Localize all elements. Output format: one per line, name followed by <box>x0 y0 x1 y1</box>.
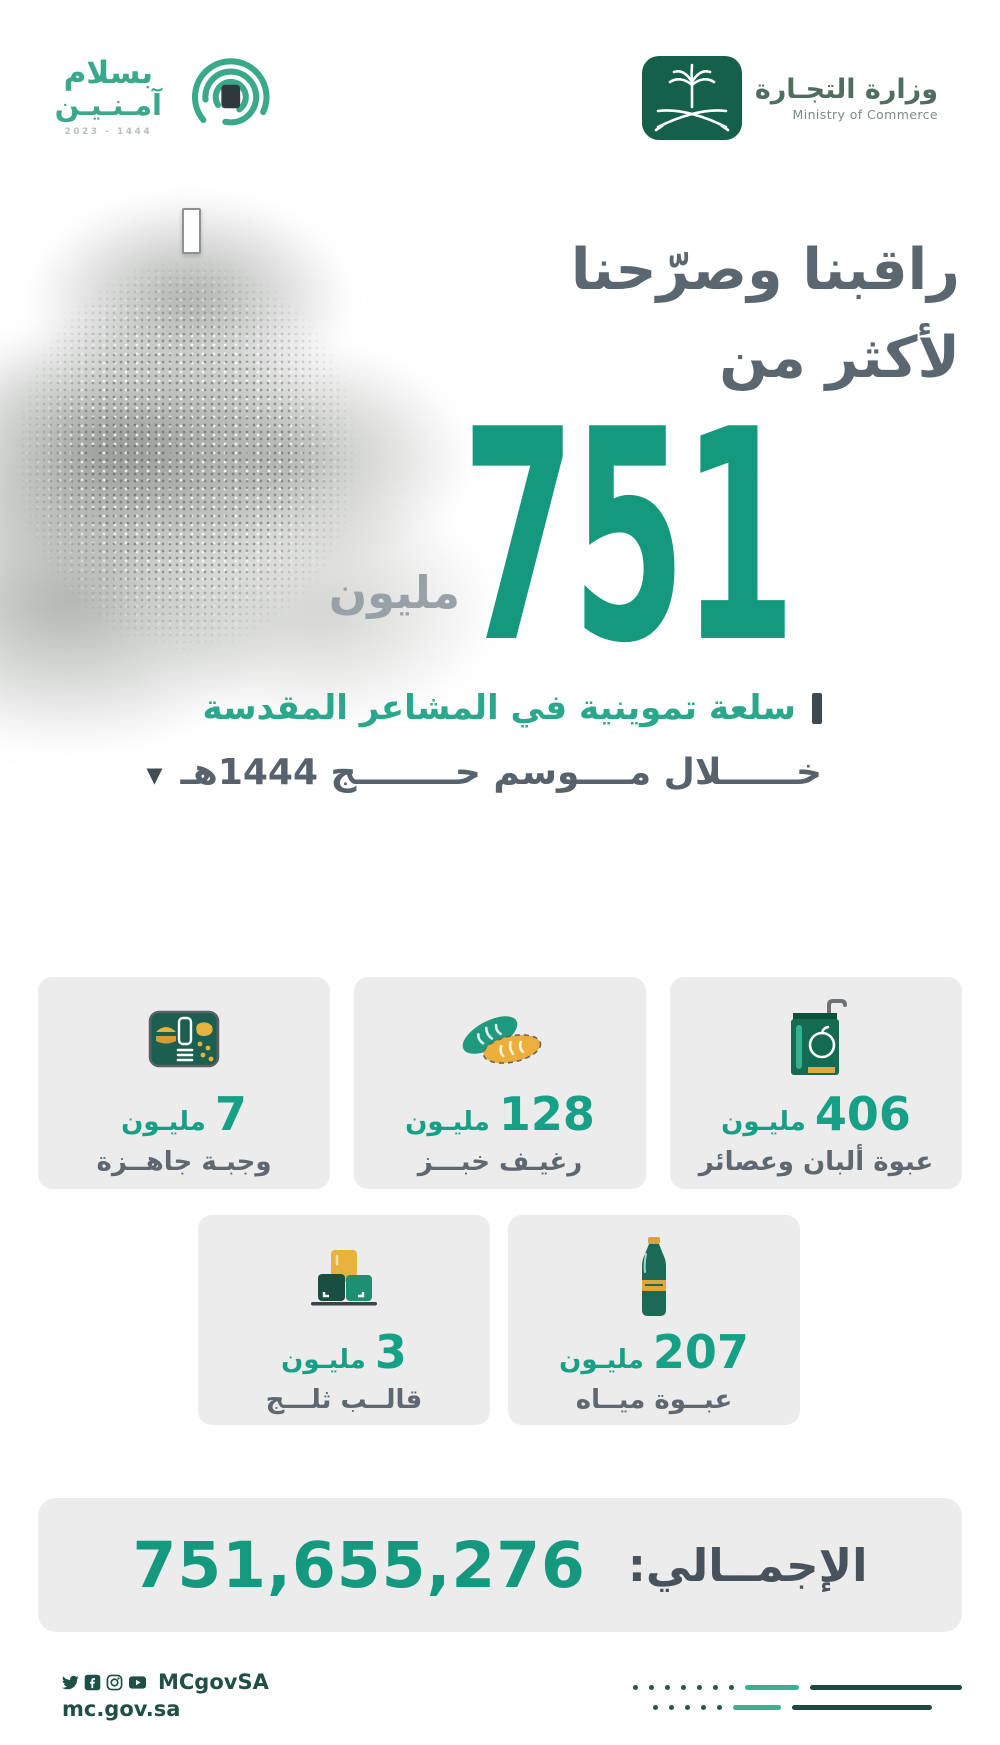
stat-card-dairy-juice: 406مليـون عبوة ألبان وعصائر <box>670 977 962 1189</box>
saudi-palm-swords-icon <box>641 56 742 140</box>
stat-label: رغيـف خبـــز <box>417 1147 583 1177</box>
stat-value: 406 <box>814 1087 911 1141</box>
footer-contact: MCgovSA mc.gov.sa <box>62 1670 269 1721</box>
stat-value: 207 <box>652 1325 749 1379</box>
total-value: 751,655,276 <box>132 1528 586 1602</box>
deco-dot <box>649 1684 654 1690</box>
youtube-icon <box>129 1675 146 1689</box>
stat-unit: مليـون <box>559 1345 644 1375</box>
deco-dot <box>729 1684 734 1690</box>
deco-dot <box>633 1684 638 1690</box>
stat-label: عبــوة ميــاه <box>575 1385 733 1415</box>
headline-line2: لأكثر من <box>719 325 960 392</box>
stat-number: 7مليـون <box>48 1091 320 1137</box>
triangle-down-icon: ▼ <box>146 763 163 787</box>
deco-dot <box>697 1684 702 1690</box>
ministry-of-commerce-logo: وزارة التجـارة Ministry of Commerce <box>641 55 938 141</box>
ready-meal-icon <box>48 993 320 1085</box>
deco-dot <box>713 1684 718 1690</box>
big-number-unit: مليون <box>328 566 460 619</box>
decoration-row <box>633 1684 962 1690</box>
twitter-icon <box>62 1675 79 1689</box>
deco-dot <box>685 1704 690 1710</box>
footer-decoration <box>633 1684 962 1710</box>
deco-dot <box>665 1684 670 1690</box>
stat-value: 128 <box>498 1087 595 1141</box>
deco-dash-green <box>745 1684 799 1690</box>
photo-mountain-blob <box>0 130 512 756</box>
instagram-icon <box>106 1674 123 1690</box>
stat-card-bread: 128مليـون رغيـف خبـــز <box>354 977 646 1189</box>
website-url: mc.gov.sa <box>62 1697 181 1721</box>
ministry-name-arabic: وزارة التجـارة <box>754 74 938 106</box>
deco-dot <box>681 1684 686 1690</box>
juice-box-icon <box>680 993 952 1085</box>
ice-block-icon <box>208 1231 480 1323</box>
stat-value: 7 <box>214 1087 247 1141</box>
headline: راقبنا وصرّحنا لأكثر من <box>571 226 960 403</box>
total-label: الإجمــالي: <box>627 1538 868 1592</box>
subtitle-accent-bar <box>812 692 822 724</box>
water-bottle-icon <box>518 1231 790 1323</box>
deco-dot <box>653 1704 658 1710</box>
deco-dash-green <box>733 1704 781 1710</box>
big-number: 751 <box>461 367 796 708</box>
stat-unit: مليـون <box>121 1107 206 1137</box>
stat-card-ice: 3مليـون قالــب ثلـــج <box>198 1215 490 1425</box>
facebook-icon <box>84 1674 101 1690</box>
deco-dash-dark <box>792 1704 932 1710</box>
arafat-obelisk <box>182 208 201 254</box>
deco-dot <box>701 1704 706 1710</box>
stat-value: 3 <box>374 1325 407 1379</box>
stat-card-ready-meals: 7مليـون وجبـة جاهــزة <box>38 977 330 1189</box>
stat-number: 406مليـون <box>680 1091 952 1137</box>
season-text: خــــــلال مــــوسم حــــــــج 1444هـ <box>180 752 822 793</box>
ministry-name-english: Ministry of Commerce <box>792 106 938 122</box>
stat-number: 128مليـون <box>364 1091 636 1137</box>
subtitle-row: سلعة تموينية في المشاعر المقدسة <box>202 688 822 728</box>
deco-dash-dark <box>810 1684 962 1690</box>
social-handle: MCgovSA <box>158 1670 269 1694</box>
subtitle-text: سلعة تموينية في المشاعر المقدسة <box>202 688 797 728</box>
total-bar: الإجمــالي: 751,655,276 <box>38 1498 962 1632</box>
photo-crowd-texture <box>0 150 492 736</box>
hajj-season-logo: بسلام آمـنـيـن 2023 - 1444 <box>55 50 274 150</box>
hajj-logo-years: 2023 - 1444 <box>64 126 153 137</box>
hajj-logo-word2: آمـنـيـن <box>54 88 162 123</box>
stat-label: وجبـة جاهــزة <box>96 1147 272 1177</box>
arafat-crowd-photo <box>0 130 512 756</box>
hajj-arcs-icon <box>191 58 270 136</box>
stat-unit: مليـون <box>281 1345 366 1375</box>
deco-dot <box>669 1704 674 1710</box>
hajj-logo-word1: بسلام <box>63 55 154 91</box>
headline-line1: راقبنا وصرّحنا <box>570 237 960 303</box>
stat-label: عبوة ألبان وعصائر <box>698 1147 934 1177</box>
stat-unit: مليـون <box>405 1107 490 1137</box>
decoration-row <box>633 1704 932 1710</box>
bread-icon <box>364 993 636 1085</box>
stat-number: 207مليـون <box>518 1329 790 1375</box>
stat-card-water: 207مليـون عبــوة ميــاه <box>508 1215 800 1425</box>
season-row: خــــــلال مــــوسم حــــــــج 1444هـ ▼ <box>146 752 822 793</box>
deco-dot <box>717 1704 722 1710</box>
stat-label: قالــب ثلـــج <box>265 1385 423 1415</box>
stat-number: 3مليـون <box>208 1329 480 1375</box>
stat-unit: مليـون <box>721 1107 806 1137</box>
